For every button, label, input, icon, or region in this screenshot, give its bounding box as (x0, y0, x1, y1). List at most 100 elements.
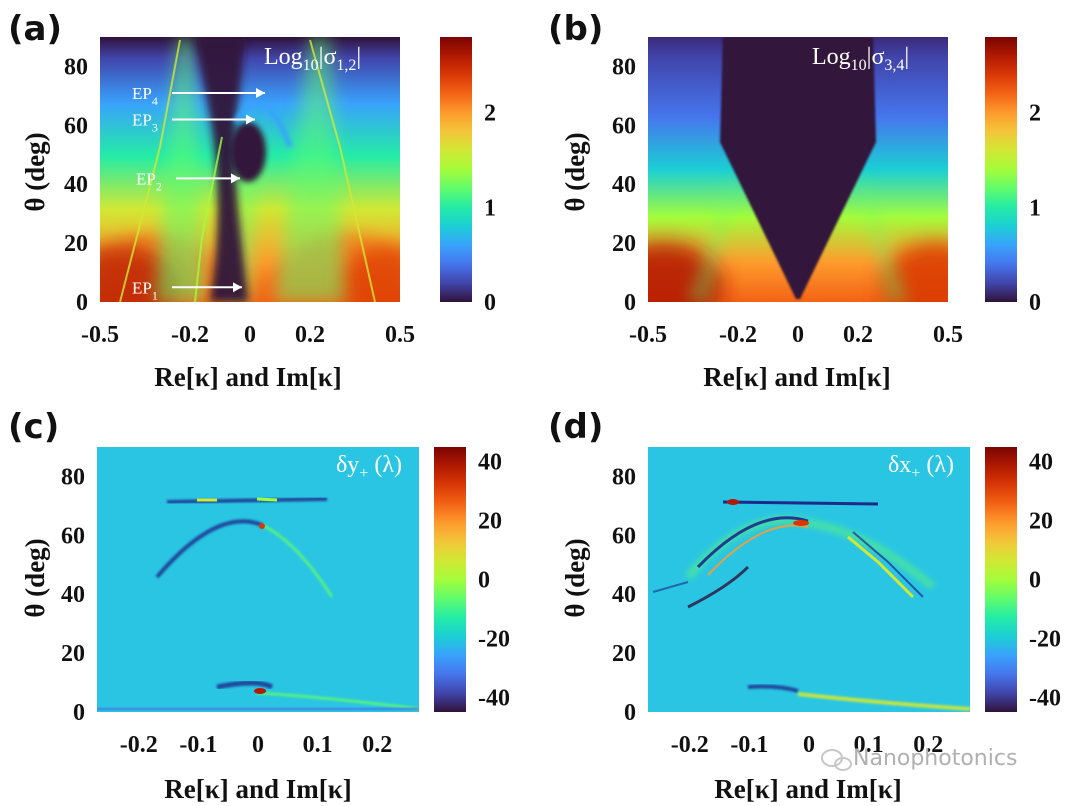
panel-d-ytick: 20 (612, 641, 636, 667)
panel-b-ytick: 60 (612, 113, 636, 139)
panel-d-xlabel: Re[κ] and Im[κ] (714, 774, 901, 804)
panel-b-letter: (b) (548, 9, 603, 49)
panel-c-colorbar (434, 447, 466, 712)
panel-a-xtick: -0.2 (171, 322, 209, 348)
panel-d-xtick: 0 (803, 732, 815, 758)
panel-b-colorbar-tick: 2 (1029, 101, 1041, 127)
panel-c-ylabel: θ (deg) (20, 538, 50, 617)
panel-a-colorbar-tick: 1 (484, 195, 496, 221)
panel-a-xtick: 0.2 (295, 322, 325, 348)
ep-label: EP1 (132, 278, 158, 302)
panel-b-ylabel: θ (deg) (560, 132, 590, 211)
ep-arrowhead (233, 282, 242, 293)
watermark-nanophotonics: Nanophotonics (821, 746, 1017, 771)
panel-c-xtick: 0.1 (303, 732, 333, 758)
panel-c-colorbar-tick: 0 (478, 568, 490, 594)
panel-d-heatmap (648, 447, 970, 712)
panel-d-xtick: -0.2 (671, 732, 709, 758)
weibo-icon (10, 770, 30, 790)
panel-d-axes: -0.2 -0.1 0 0.1 0.2 0 20 40 60 80 -40 -20 0 20 40 (612, 447, 1061, 758)
panel-a-ytick: 0 (76, 290, 88, 316)
svg-text:δy+ (λ): δy+ (λ) (336, 452, 402, 482)
panel-b-ytick: 80 (612, 54, 636, 80)
panel-b: (b) θ (deg) Re[κ] and Im[κ] Log10|σ3,4| … (548, 9, 1041, 392)
panel-c-heatmap (97, 447, 419, 712)
panel-a-colorbar-tick: 2 (484, 101, 496, 127)
panel-d-ytick: 0 (624, 700, 636, 726)
panel-d-xtick: -0.1 (730, 732, 768, 758)
panel-c-axes: -0.2 -0.1 0 0.1 0.2 0 20 40 60 80 -40 -20 0 20 40 (61, 447, 510, 758)
panel-a-axes: -0.5 -0.2 0 0.2 0.5 0 20 40 60 80 0 1 2 (64, 37, 496, 348)
panel-c-xtick: -0.1 (179, 732, 217, 758)
watermark-cn: 大数跨境 (10, 770, 112, 793)
chat-bubble-icon (821, 749, 852, 771)
ep-label: EP3 (132, 110, 158, 134)
panel-c-xtick: -0.2 (120, 732, 158, 758)
panel-d-xtick: 0.2 (913, 732, 943, 758)
panel-c: (c) θ (deg) Re[κ] and Im[κ] δy+ (λ) -0.2… (8, 407, 510, 804)
panel-d-ytick: 80 (612, 464, 636, 490)
svg-text:Log10|σ3,4|: Log10|σ3,4| (812, 44, 909, 74)
panel-a-xtick: -0.5 (81, 322, 119, 348)
panel-c-ytick: 0 (73, 700, 85, 726)
panel-c-xtick: 0.2 (362, 732, 392, 758)
panel-d-colorbar-tick: 0 (1029, 568, 1041, 594)
panel-b-xtick: -0.2 (719, 322, 757, 348)
panel-a-colorbar (440, 37, 472, 302)
panel-c-ytick: 20 (61, 641, 85, 667)
panel-c-letter: (c) (8, 407, 59, 447)
panel-a: (a) θ (deg) Re[κ] and Im[κ] EP1 EP2 EP3EP4… (8, 9, 496, 392)
panel-b-colorbar-tick: 1 (1029, 195, 1041, 221)
panel-d-colorbar-tick: 20 (1029, 509, 1053, 535)
panel-a-ytick: 60 (64, 113, 88, 139)
panel-d-ylabel: θ (deg) (560, 538, 590, 617)
panel-c-ytick: 60 (61, 523, 85, 549)
panel-d-colorbar-tick: -20 (1029, 626, 1061, 652)
panel-c-ytick: 80 (61, 464, 85, 490)
panel-b-ytick: 0 (624, 290, 636, 316)
panel-d-letter: (d) (548, 407, 603, 447)
panel-c-colorbar-tick: -20 (478, 626, 510, 652)
panel-d-colorbar-tick: -40 (1029, 685, 1061, 711)
panel-c-ytick: 40 (61, 582, 85, 608)
panel-d-xtick: 0.1 (854, 732, 884, 758)
panel-c-xtick: 0 (252, 732, 264, 758)
panel-b-colorbar-tick: 0 (1029, 290, 1041, 316)
ep-arrowhead (246, 114, 255, 125)
panel-a-xtick: 0.5 (385, 322, 415, 348)
panel-b-xtick: 0 (792, 322, 804, 348)
ep-label: EP2 (136, 169, 162, 193)
panel-d-inset-label: δx+ (λ) (888, 452, 954, 482)
panel-a-xlabel: Re[κ] and Im[κ] (154, 362, 341, 392)
panel-d: (d) θ (deg) Re[κ] and Im[κ] δx+ (λ) -0.2… (548, 407, 1061, 804)
svg-text:δx+ (λ): δx+ (λ) (888, 452, 954, 482)
panel-b-axes: -0.5 -0.2 0 0.2 0.5 0 20 40 60 80 0 1 2 (612, 37, 1041, 348)
panel-a-xtick: 0 (244, 322, 256, 348)
panel-a-ytick: 20 (64, 231, 88, 257)
panel-b-colorbar (985, 37, 1017, 302)
ep-arrowhead (231, 173, 240, 184)
panel-a-ytick: 80 (64, 54, 88, 80)
panel-b-xlabel: Re[κ] and Im[κ] (703, 362, 890, 392)
panel-d-ytick: 60 (612, 523, 636, 549)
panel-b-xtick: 0.2 (843, 322, 873, 348)
panel-d-ytick: 40 (612, 582, 636, 608)
panel-a-colorbar-tick: 0 (484, 290, 496, 316)
panel-c-colorbar-tick: -40 (478, 685, 510, 711)
panel-c-colorbar-tick: 40 (478, 450, 502, 476)
svg-text:Log10|σ1,2|: Log10|σ1,2| (264, 44, 361, 74)
panel-b-heatmap (648, 37, 948, 302)
ep-arrowhead (256, 87, 265, 98)
watermark-text: Nanophotonics (853, 746, 1017, 771)
panel-d-colorbar-tick: 40 (1029, 450, 1053, 476)
panel-b-ytick: 20 (612, 231, 636, 257)
panel-c-xlabel: Re[κ] and Im[κ] (164, 774, 351, 804)
panel-c-inset-label: δy+ (λ) (336, 452, 402, 482)
panel-b-ytick: 40 (612, 172, 636, 198)
panel-b-inset-label: Log10|σ3,4| (812, 44, 909, 74)
panel-b-xtick: 0.5 (933, 322, 963, 348)
panel-a-letter: (a) (8, 9, 62, 49)
panel-a-ylabel: θ (deg) (20, 132, 50, 211)
